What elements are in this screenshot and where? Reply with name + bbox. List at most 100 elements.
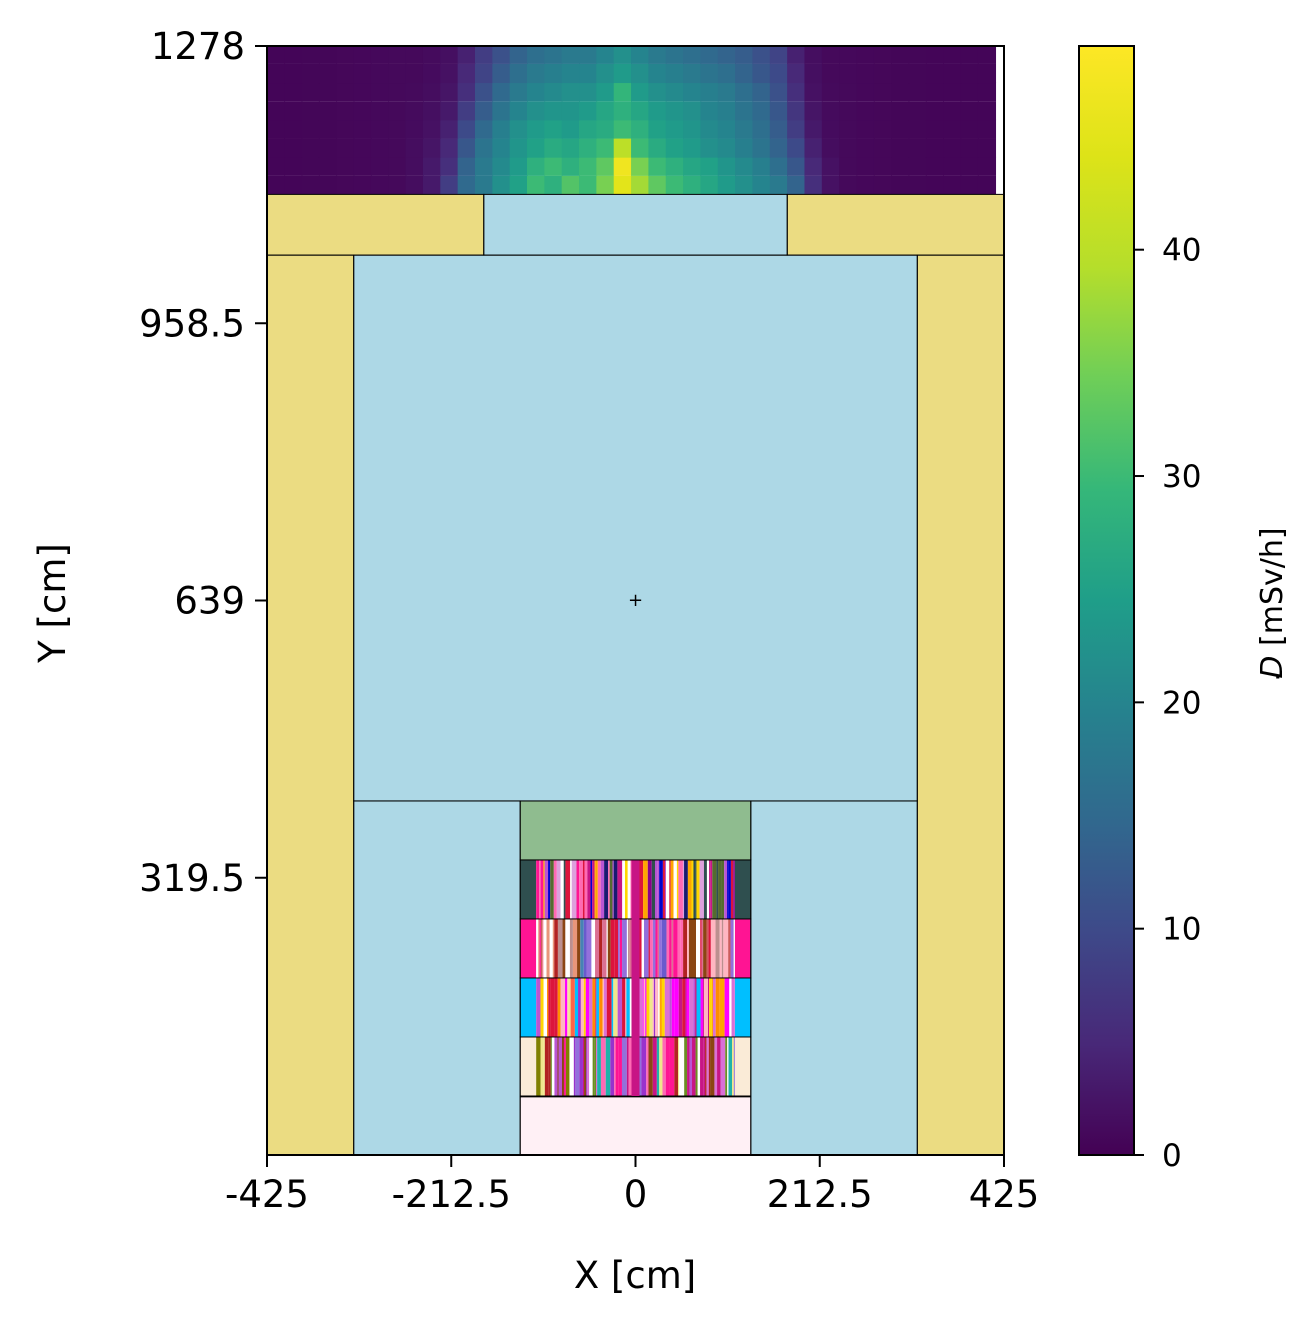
fuel-pin <box>617 918 620 978</box>
fuel-pin <box>563 859 566 919</box>
fuel-pin <box>586 1036 588 1096</box>
fuel-pin <box>587 859 591 919</box>
fuel-pin <box>731 977 735 1037</box>
heatmap-cell <box>856 63 875 84</box>
fuel-pin <box>583 977 586 1037</box>
fuel-pin <box>560 859 564 919</box>
heatmap-cell <box>353 119 372 139</box>
heatmap-cell <box>284 46 303 64</box>
heatmap-cell <box>440 156 459 176</box>
heatmap-cell <box>301 101 320 121</box>
heatmap-cell <box>613 119 632 139</box>
heatmap-cell <box>440 82 459 102</box>
heatmap-cell <box>873 46 892 64</box>
heatmap-cell <box>579 175 598 195</box>
heatmap-cell <box>284 119 303 139</box>
source-position-marker: + <box>628 590 643 611</box>
heatmap-cell <box>440 138 459 158</box>
heatmap-cell <box>267 119 286 139</box>
heatmap-cell <box>977 101 997 121</box>
fuel-pin <box>727 859 729 919</box>
fuel-pin <box>565 977 568 1037</box>
heatmap-cell <box>336 156 355 176</box>
fuel-pin <box>604 977 607 1037</box>
heatmap-cell <box>457 119 476 139</box>
heatmap-cell <box>977 156 997 176</box>
heatmap-cell <box>804 101 823 121</box>
heatmap-cell <box>908 138 927 158</box>
fuel-pin <box>550 1036 552 1096</box>
fuel-pin <box>606 977 612 1037</box>
x-tick-label: -212.5 <box>392 1173 511 1216</box>
fuel-pin <box>648 918 650 978</box>
fuel-pin <box>592 1036 595 1096</box>
heatmap-cell <box>891 101 910 121</box>
concrete-wall-right <box>917 255 1004 1155</box>
heatmap-cell <box>839 156 858 176</box>
fuel-pin <box>728 859 731 919</box>
fuel-rack-layer <box>519 859 752 1097</box>
fuel-pin <box>692 1036 694 1096</box>
heatmap-cell <box>544 156 563 176</box>
heatmap-cell <box>752 156 771 176</box>
heatmap-cell <box>908 175 927 195</box>
fuel-pin <box>684 859 688 919</box>
fuel-pin <box>539 918 541 978</box>
fuel-pin <box>540 977 544 1037</box>
fuel-pin <box>700 918 702 978</box>
heatmap-cell <box>717 175 736 195</box>
heatmap-cell <box>284 63 303 84</box>
colorbar-tick-label: 20 <box>1162 685 1201 721</box>
heatmap-cell <box>596 46 615 64</box>
heatmap-cell <box>284 175 303 195</box>
heatmap-cell <box>925 46 945 64</box>
heatmap-cell <box>527 175 546 195</box>
heatmap-cell <box>544 82 563 102</box>
heatmap-cell <box>700 138 719 158</box>
fuel-pin <box>648 1036 653 1096</box>
heatmap-cell <box>717 46 736 64</box>
heatmap-cell <box>752 119 771 139</box>
heatmap-cell <box>752 82 771 102</box>
heatmap-cell <box>388 119 407 139</box>
fuel-pin <box>655 918 658 978</box>
heatmap-cell <box>440 46 459 64</box>
fuel-pin <box>688 918 694 978</box>
fuel-pin <box>703 977 705 1037</box>
heatmap-cell <box>873 138 892 158</box>
heatmap-cell <box>388 46 407 64</box>
fuel-pin <box>674 977 679 1037</box>
fuel-pin <box>594 1036 597 1096</box>
fuel-pin <box>570 859 572 919</box>
fuel-pin <box>659 859 663 919</box>
fuel-pin <box>671 918 674 978</box>
fuel-pin <box>617 859 623 919</box>
heatmap-cell <box>960 46 979 64</box>
heatmap-cell <box>925 101 945 121</box>
heatmap-cell <box>561 101 580 121</box>
fuel-pin <box>703 918 707 978</box>
heatmap-cell <box>839 63 858 84</box>
fuel-pin <box>638 859 644 919</box>
fuel-pin <box>592 977 596 1037</box>
concrete-roof-left <box>267 194 484 256</box>
fuel-pin <box>712 977 716 1037</box>
fuel-pin <box>536 977 541 1037</box>
fuel-pin <box>579 859 583 919</box>
fuel-pin <box>543 1036 545 1096</box>
heatmap-cell <box>665 101 684 121</box>
heatmap-cell <box>891 175 910 195</box>
heatmap-cell <box>422 175 442 195</box>
fuel-pin <box>536 918 539 978</box>
heatmap-cell <box>440 119 459 139</box>
rack-bottom-plate-outline <box>519 1096 752 1155</box>
heatmap-cell <box>318 82 338 102</box>
heatmap-cell <box>509 63 528 84</box>
heatmap-cell <box>735 101 754 121</box>
heatmap-cell <box>856 46 875 64</box>
heatmap-cell <box>301 138 320 158</box>
colorbar-ticks: 0 10 20 30 40 <box>1134 233 1201 1174</box>
heatmap-cell <box>318 119 338 139</box>
heatmap-cell <box>613 82 632 102</box>
fuel-pin <box>678 1036 680 1096</box>
